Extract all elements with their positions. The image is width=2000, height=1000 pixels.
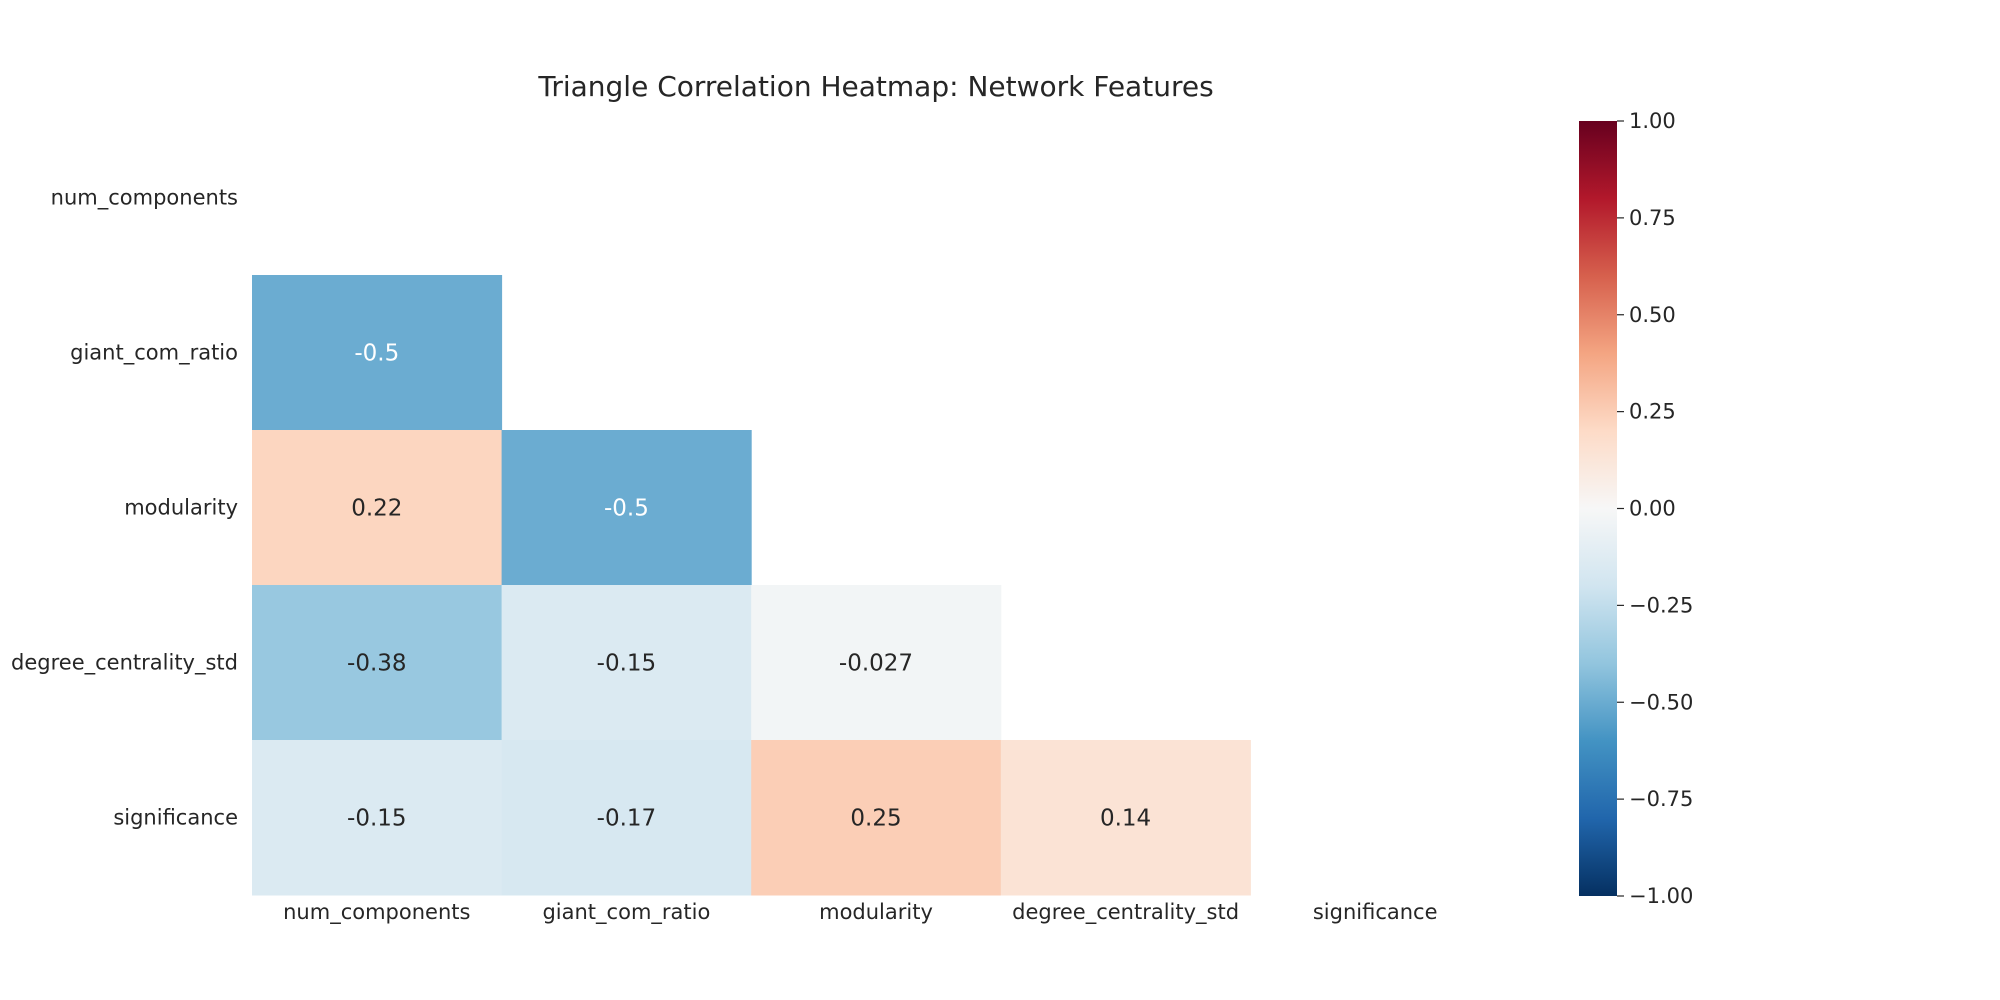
heatmap-cell <box>252 430 503 586</box>
y-tick-label: degree_centrality_std <box>11 651 238 676</box>
heatmap-cell-label: 0.14 <box>1100 806 1151 832</box>
heatmap-cell-label: 0.25 <box>850 806 901 832</box>
heatmap-cell <box>751 740 1002 896</box>
y-axis-tick-labels: num_components giant_com_ratio modularity d… <box>11 186 238 830</box>
y-tick-label: significance <box>113 806 238 830</box>
colorbar-tick-label: 0.50 <box>1629 303 1676 327</box>
x-tick-label: num_components <box>283 900 470 925</box>
heatmap-cell-label: -0.027 <box>839 651 913 677</box>
heatmap-cell <box>501 430 752 586</box>
heatmap-cell <box>252 275 503 431</box>
heatmap-cell-label: -0.15 <box>347 806 407 832</box>
colorbar-tick-label: 0.00 <box>1629 497 1676 521</box>
heatmap-cell-labels: -0.5 0.22 -0.5 -0.38 -0.15 -0.027 -0.15 -0.17 0.… <box>347 341 1151 832</box>
y-tick-label: num_components <box>51 186 238 211</box>
heatmap-cell-label: -0.15 <box>597 651 657 677</box>
x-tick-label: modularity <box>819 900 933 924</box>
colorbar-tick-label: 0.25 <box>1629 400 1676 424</box>
colorbar-ticks: 1.00 0.75 0.50 0.25 0.00 −0.25 −0.50 −0.75 −1.00 <box>1617 109 1693 908</box>
heatmap-cell <box>501 740 752 896</box>
heatmap-cell-label: 0.22 <box>351 496 402 522</box>
heatmap-cell-label: -0.38 <box>347 651 407 677</box>
heatmap-cell <box>501 585 752 741</box>
colorbar: 1.00 0.75 0.50 0.25 0.00 −0.25 −0.50 −0.75 −1.00 <box>1579 109 1693 908</box>
x-axis-tick-labels: num_components giant_com_ratio modularity d… <box>283 900 1437 925</box>
heatmap-cell-label: -0.17 <box>597 806 657 832</box>
y-tick-label: modularity <box>124 496 238 520</box>
x-tick-label: significance <box>1313 900 1438 924</box>
x-tick-label: degree_centrality_std <box>1012 900 1239 925</box>
heatmap-cell-label: -0.5 <box>354 341 399 367</box>
colorbar-tick-label: 0.75 <box>1629 206 1676 230</box>
heatmap-cell-label: -0.5 <box>604 496 649 522</box>
colorbar-tick-label: −0.50 <box>1629 690 1693 714</box>
heatmap-cells <box>252 275 1251 896</box>
heatmap-cell <box>252 740 503 896</box>
colorbar-tick-label: 1.00 <box>1629 109 1676 133</box>
colorbar-tick-label: −1.00 <box>1629 884 1693 908</box>
y-tick-label: giant_com_ratio <box>70 341 238 366</box>
colorbar-tick-label: −0.25 <box>1629 593 1693 617</box>
colorbar-tick-label: −0.75 <box>1629 787 1693 811</box>
chart-title: Triangle Correlation Heatmap: Network Fe… <box>537 70 1213 103</box>
heatmap-cell <box>1000 740 1251 896</box>
colorbar-gradient <box>1579 121 1617 896</box>
heatmap-cell <box>252 585 503 741</box>
heatmap-cell <box>751 585 1002 741</box>
x-tick-label: giant_com_ratio <box>542 900 710 925</box>
